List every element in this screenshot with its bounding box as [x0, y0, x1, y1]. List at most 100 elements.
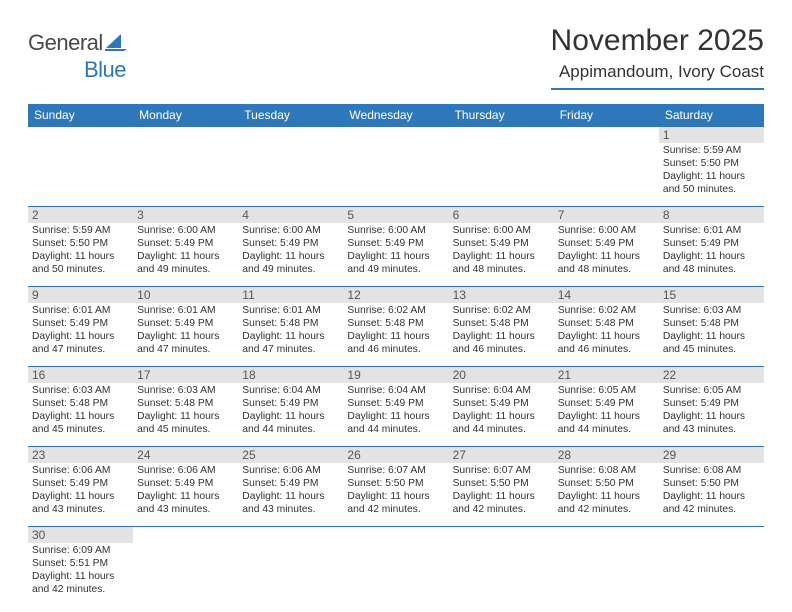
calendar-cell: 25Sunrise: 6:06 AMSunset: 5:49 PMDayligh…	[238, 447, 343, 527]
day-number: 30	[28, 527, 133, 543]
day-details: Sunrise: 5:59 AMSunset: 5:50 PMDaylight:…	[659, 143, 764, 200]
calendar-cell: 16Sunrise: 6:03 AMSunset: 5:48 PMDayligh…	[28, 367, 133, 447]
day-details: Sunrise: 6:06 AMSunset: 5:49 PMDaylight:…	[28, 463, 133, 520]
day-number: 14	[554, 287, 659, 303]
logo-text-part1: General	[28, 30, 103, 55]
day-number: 27	[449, 447, 554, 463]
calendar-cell-empty	[133, 127, 238, 207]
day-number: 4	[238, 207, 343, 223]
day-number: 6	[449, 207, 554, 223]
day-details: Sunrise: 6:06 AMSunset: 5:49 PMDaylight:…	[238, 463, 343, 520]
day-details: Sunrise: 6:04 AMSunset: 5:49 PMDaylight:…	[238, 383, 343, 440]
day-details: Sunrise: 6:07 AMSunset: 5:50 PMDaylight:…	[343, 463, 448, 520]
day-details: Sunrise: 6:03 AMSunset: 5:48 PMDaylight:…	[28, 383, 133, 440]
day-details: Sunrise: 6:00 AMSunset: 5:49 PMDaylight:…	[554, 223, 659, 280]
day-number: 13	[449, 287, 554, 303]
day-details: Sunrise: 6:02 AMSunset: 5:48 PMDaylight:…	[343, 303, 448, 360]
logo-text: GeneralBlue	[28, 30, 127, 83]
header: GeneralBlue November 2025 Appimandoum, I…	[28, 24, 764, 90]
calendar-cell: 3Sunrise: 6:00 AMSunset: 5:49 PMDaylight…	[133, 207, 238, 287]
calendar-cell: 9Sunrise: 6:01 AMSunset: 5:49 PMDaylight…	[28, 287, 133, 367]
calendar-cell-empty	[238, 527, 343, 607]
calendar-row: 1Sunrise: 5:59 AMSunset: 5:50 PMDaylight…	[28, 127, 764, 207]
day-number: 26	[343, 447, 448, 463]
calendar-cell-empty	[449, 527, 554, 607]
day-details: Sunrise: 6:08 AMSunset: 5:50 PMDaylight:…	[659, 463, 764, 520]
calendar-cell: 28Sunrise: 6:08 AMSunset: 5:50 PMDayligh…	[554, 447, 659, 527]
calendar-cell: 4Sunrise: 6:00 AMSunset: 5:49 PMDaylight…	[238, 207, 343, 287]
day-number: 15	[659, 287, 764, 303]
calendar-cell: 18Sunrise: 6:04 AMSunset: 5:49 PMDayligh…	[238, 367, 343, 447]
calendar-cell: 2Sunrise: 5:59 AMSunset: 5:50 PMDaylight…	[28, 207, 133, 287]
calendar-table: SundayMondayTuesdayWednesdayThursdayFrid…	[28, 104, 764, 607]
day-number: 24	[133, 447, 238, 463]
day-number: 18	[238, 367, 343, 383]
day-details: Sunrise: 6:01 AMSunset: 5:49 PMDaylight:…	[133, 303, 238, 360]
title-block: November 2025 Appimandoum, Ivory Coast	[551, 24, 764, 90]
day-number: 17	[133, 367, 238, 383]
day-number: 28	[554, 447, 659, 463]
calendar-cell-empty	[238, 127, 343, 207]
calendar-cell: 11Sunrise: 6:01 AMSunset: 5:48 PMDayligh…	[238, 287, 343, 367]
dayhead: Thursday	[449, 104, 554, 127]
calendar-row: 23Sunrise: 6:06 AMSunset: 5:49 PMDayligh…	[28, 447, 764, 527]
dayhead: Tuesday	[238, 104, 343, 127]
dayhead-row: SundayMondayTuesdayWednesdayThursdayFrid…	[28, 104, 764, 127]
calendar-cell-empty	[343, 527, 448, 607]
day-details: Sunrise: 6:02 AMSunset: 5:48 PMDaylight:…	[449, 303, 554, 360]
day-number: 2	[28, 207, 133, 223]
calendar-body: 1Sunrise: 5:59 AMSunset: 5:50 PMDaylight…	[28, 127, 764, 607]
day-number: 16	[28, 367, 133, 383]
day-details: Sunrise: 6:04 AMSunset: 5:49 PMDaylight:…	[343, 383, 448, 440]
calendar-cell-empty	[449, 127, 554, 207]
day-number: 9	[28, 287, 133, 303]
calendar-cell: 19Sunrise: 6:04 AMSunset: 5:49 PMDayligh…	[343, 367, 448, 447]
calendar-cell: 14Sunrise: 6:02 AMSunset: 5:48 PMDayligh…	[554, 287, 659, 367]
calendar-cell: 27Sunrise: 6:07 AMSunset: 5:50 PMDayligh…	[449, 447, 554, 527]
day-details: Sunrise: 6:04 AMSunset: 5:49 PMDaylight:…	[449, 383, 554, 440]
day-details: Sunrise: 6:02 AMSunset: 5:48 PMDaylight:…	[554, 303, 659, 360]
calendar-cell: 10Sunrise: 6:01 AMSunset: 5:49 PMDayligh…	[133, 287, 238, 367]
day-details: Sunrise: 6:08 AMSunset: 5:50 PMDaylight:…	[554, 463, 659, 520]
day-details: Sunrise: 6:03 AMSunset: 5:48 PMDaylight:…	[133, 383, 238, 440]
day-details: Sunrise: 6:07 AMSunset: 5:50 PMDaylight:…	[449, 463, 554, 520]
calendar-row: 30Sunrise: 6:09 AMSunset: 5:51 PMDayligh…	[28, 527, 764, 607]
dayhead: Monday	[133, 104, 238, 127]
day-details: Sunrise: 6:03 AMSunset: 5:48 PMDaylight:…	[659, 303, 764, 360]
day-details: Sunrise: 5:59 AMSunset: 5:50 PMDaylight:…	[28, 223, 133, 280]
calendar-cell: 29Sunrise: 6:08 AMSunset: 5:50 PMDayligh…	[659, 447, 764, 527]
day-details: Sunrise: 6:00 AMSunset: 5:49 PMDaylight:…	[238, 223, 343, 280]
calendar-cell: 5Sunrise: 6:00 AMSunset: 5:49 PMDaylight…	[343, 207, 448, 287]
calendar-cell-empty	[659, 527, 764, 607]
calendar-cell: 24Sunrise: 6:06 AMSunset: 5:49 PMDayligh…	[133, 447, 238, 527]
day-details: Sunrise: 6:09 AMSunset: 5:51 PMDaylight:…	[28, 543, 133, 600]
day-number: 8	[659, 207, 764, 223]
day-details: Sunrise: 6:00 AMSunset: 5:49 PMDaylight:…	[343, 223, 448, 280]
day-number: 5	[343, 207, 448, 223]
day-number: 19	[343, 367, 448, 383]
day-details: Sunrise: 6:00 AMSunset: 5:49 PMDaylight:…	[133, 223, 238, 280]
sail-icon	[105, 31, 127, 57]
day-number: 1	[659, 127, 764, 143]
day-details: Sunrise: 6:05 AMSunset: 5:49 PMDaylight:…	[554, 383, 659, 440]
dayhead: Sunday	[28, 104, 133, 127]
logo: GeneralBlue	[28, 30, 127, 83]
day-number: 22	[659, 367, 764, 383]
day-number: 23	[28, 447, 133, 463]
day-number: 21	[554, 367, 659, 383]
day-number: 25	[238, 447, 343, 463]
day-details: Sunrise: 6:05 AMSunset: 5:49 PMDaylight:…	[659, 383, 764, 440]
page-title: November 2025	[551, 24, 764, 58]
calendar-cell-empty	[554, 127, 659, 207]
calendar-cell-empty	[554, 527, 659, 607]
calendar-cell: 1Sunrise: 5:59 AMSunset: 5:50 PMDaylight…	[659, 127, 764, 207]
calendar-cell: 13Sunrise: 6:02 AMSunset: 5:48 PMDayligh…	[449, 287, 554, 367]
calendar-cell: 30Sunrise: 6:09 AMSunset: 5:51 PMDayligh…	[28, 527, 133, 607]
day-number: 10	[133, 287, 238, 303]
dayhead: Wednesday	[343, 104, 448, 127]
calendar-cell: 12Sunrise: 6:02 AMSunset: 5:48 PMDayligh…	[343, 287, 448, 367]
calendar-cell: 8Sunrise: 6:01 AMSunset: 5:49 PMDaylight…	[659, 207, 764, 287]
calendar-cell-empty	[28, 127, 133, 207]
calendar-cell-empty	[343, 127, 448, 207]
day-number: 12	[343, 287, 448, 303]
